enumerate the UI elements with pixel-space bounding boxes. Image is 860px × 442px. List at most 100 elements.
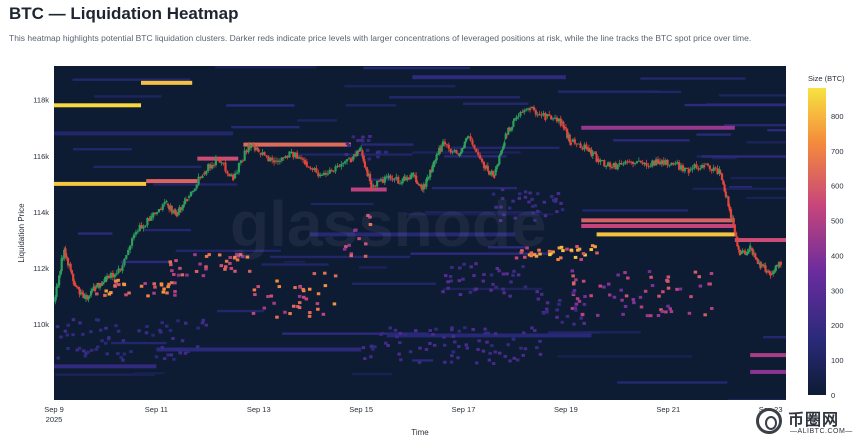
candle-body: [349, 158, 352, 163]
liquidation-point: [288, 312, 292, 316]
liquidation-point: [572, 289, 577, 293]
heatmap-band: [557, 90, 661, 93]
candle-body: [732, 217, 735, 225]
candle-body: [412, 175, 415, 177]
liquidation-point: [275, 315, 279, 319]
liquidation-point: [195, 345, 200, 349]
liquidation-point: [623, 271, 627, 275]
liquidation-point: [186, 350, 191, 354]
heatmap-band: [351, 372, 392, 376]
liquidation-point: [418, 346, 422, 350]
candle-body: [81, 292, 84, 294]
candle-body: [666, 159, 669, 166]
candle-body: [458, 153, 461, 156]
liquidation-point: [559, 201, 563, 205]
liquidation-point: [535, 346, 539, 350]
liquidation-cluster: [54, 103, 142, 108]
candle-body: [747, 249, 750, 252]
liquidation-point: [307, 287, 312, 291]
candle-body: [486, 165, 489, 171]
candle-body: [102, 281, 106, 283]
candle-body: [532, 106, 535, 111]
candle-body: [239, 160, 242, 164]
chart-subtitle: This heatmap highlights potential BTC li…: [9, 33, 752, 43]
liquidation-point: [65, 333, 70, 337]
liquidation-point: [178, 351, 183, 355]
candle-body: [485, 165, 488, 169]
liquidation-point: [463, 326, 467, 330]
candle-body: [564, 127, 567, 129]
candle-body: [297, 157, 301, 159]
candle-body: [427, 177, 431, 179]
candle-body: [649, 166, 652, 168]
heatmap-band: [746, 196, 786, 200]
candle-body: [421, 187, 424, 190]
candle-body: [326, 173, 329, 175]
candle-body: [674, 163, 677, 165]
candle-body: [224, 162, 227, 172]
liquidation-point: [152, 291, 156, 295]
liquidation-point: [103, 341, 108, 345]
liquidation-point: [165, 291, 169, 295]
liquidation-point: [349, 254, 353, 258]
liquidation-point: [297, 306, 302, 310]
liquidation-point: [304, 297, 309, 301]
liquidation-point: [483, 327, 487, 331]
liquidation-point: [536, 209, 540, 213]
liquidation-point: [201, 318, 206, 322]
liquidation-point: [363, 254, 368, 258]
heatmap-band: [363, 66, 471, 70]
candle-body: [233, 173, 237, 179]
liquidation-point: [353, 228, 357, 232]
y-tick-label: 110k: [33, 320, 49, 329]
liquidation-point: [144, 331, 149, 335]
candle-body: [61, 257, 65, 259]
candle-body: [459, 151, 463, 154]
liquidation-point: [298, 285, 302, 289]
candle-body: [189, 191, 193, 197]
heatmap-band: [718, 94, 786, 97]
liquidation-point: [173, 293, 177, 297]
liquidation-point: [245, 255, 250, 259]
liquidation-point: [399, 358, 403, 362]
candle-body: [166, 203, 169, 206]
liquidation-point: [474, 287, 478, 291]
candle-body: [344, 161, 347, 164]
candle-body: [755, 257, 758, 260]
candle-body: [282, 157, 285, 159]
liquidation-point: [494, 205, 498, 209]
candle-body: [347, 158, 351, 160]
liquidation-point: [639, 305, 644, 309]
candle-body: [75, 286, 79, 288]
heatmap-band: [389, 96, 521, 99]
candle-body: [551, 118, 555, 120]
liquidation-point: [537, 248, 541, 252]
liquidation-point: [474, 361, 479, 365]
candle-body: [566, 128, 569, 138]
liquidation-point: [666, 304, 670, 308]
candle-body: [567, 134, 570, 138]
liquidation-point: [556, 257, 560, 261]
candle-body: [720, 173, 724, 181]
liquidation-point: [369, 345, 374, 349]
candle-body: [750, 248, 753, 250]
candle-body: [513, 118, 516, 121]
liquidation-point: [116, 352, 120, 356]
candle-body: [370, 181, 373, 189]
liquidation-point: [204, 265, 208, 269]
liquidation-point: [81, 332, 85, 336]
liquidation-point: [557, 298, 562, 302]
liquidation-point: [256, 285, 260, 289]
liquidation-point: [367, 157, 372, 161]
liquidation-point: [312, 272, 317, 276]
heatmap-band: [424, 211, 543, 214]
candle-body: [691, 167, 694, 170]
liquidation-point: [540, 292, 544, 296]
candle-body: [706, 163, 710, 166]
candle-body: [559, 118, 562, 126]
liquidation-point: [363, 357, 367, 361]
liquidation-point: [373, 345, 377, 349]
liquidation-point: [66, 346, 70, 350]
candle-body: [54, 296, 57, 302]
